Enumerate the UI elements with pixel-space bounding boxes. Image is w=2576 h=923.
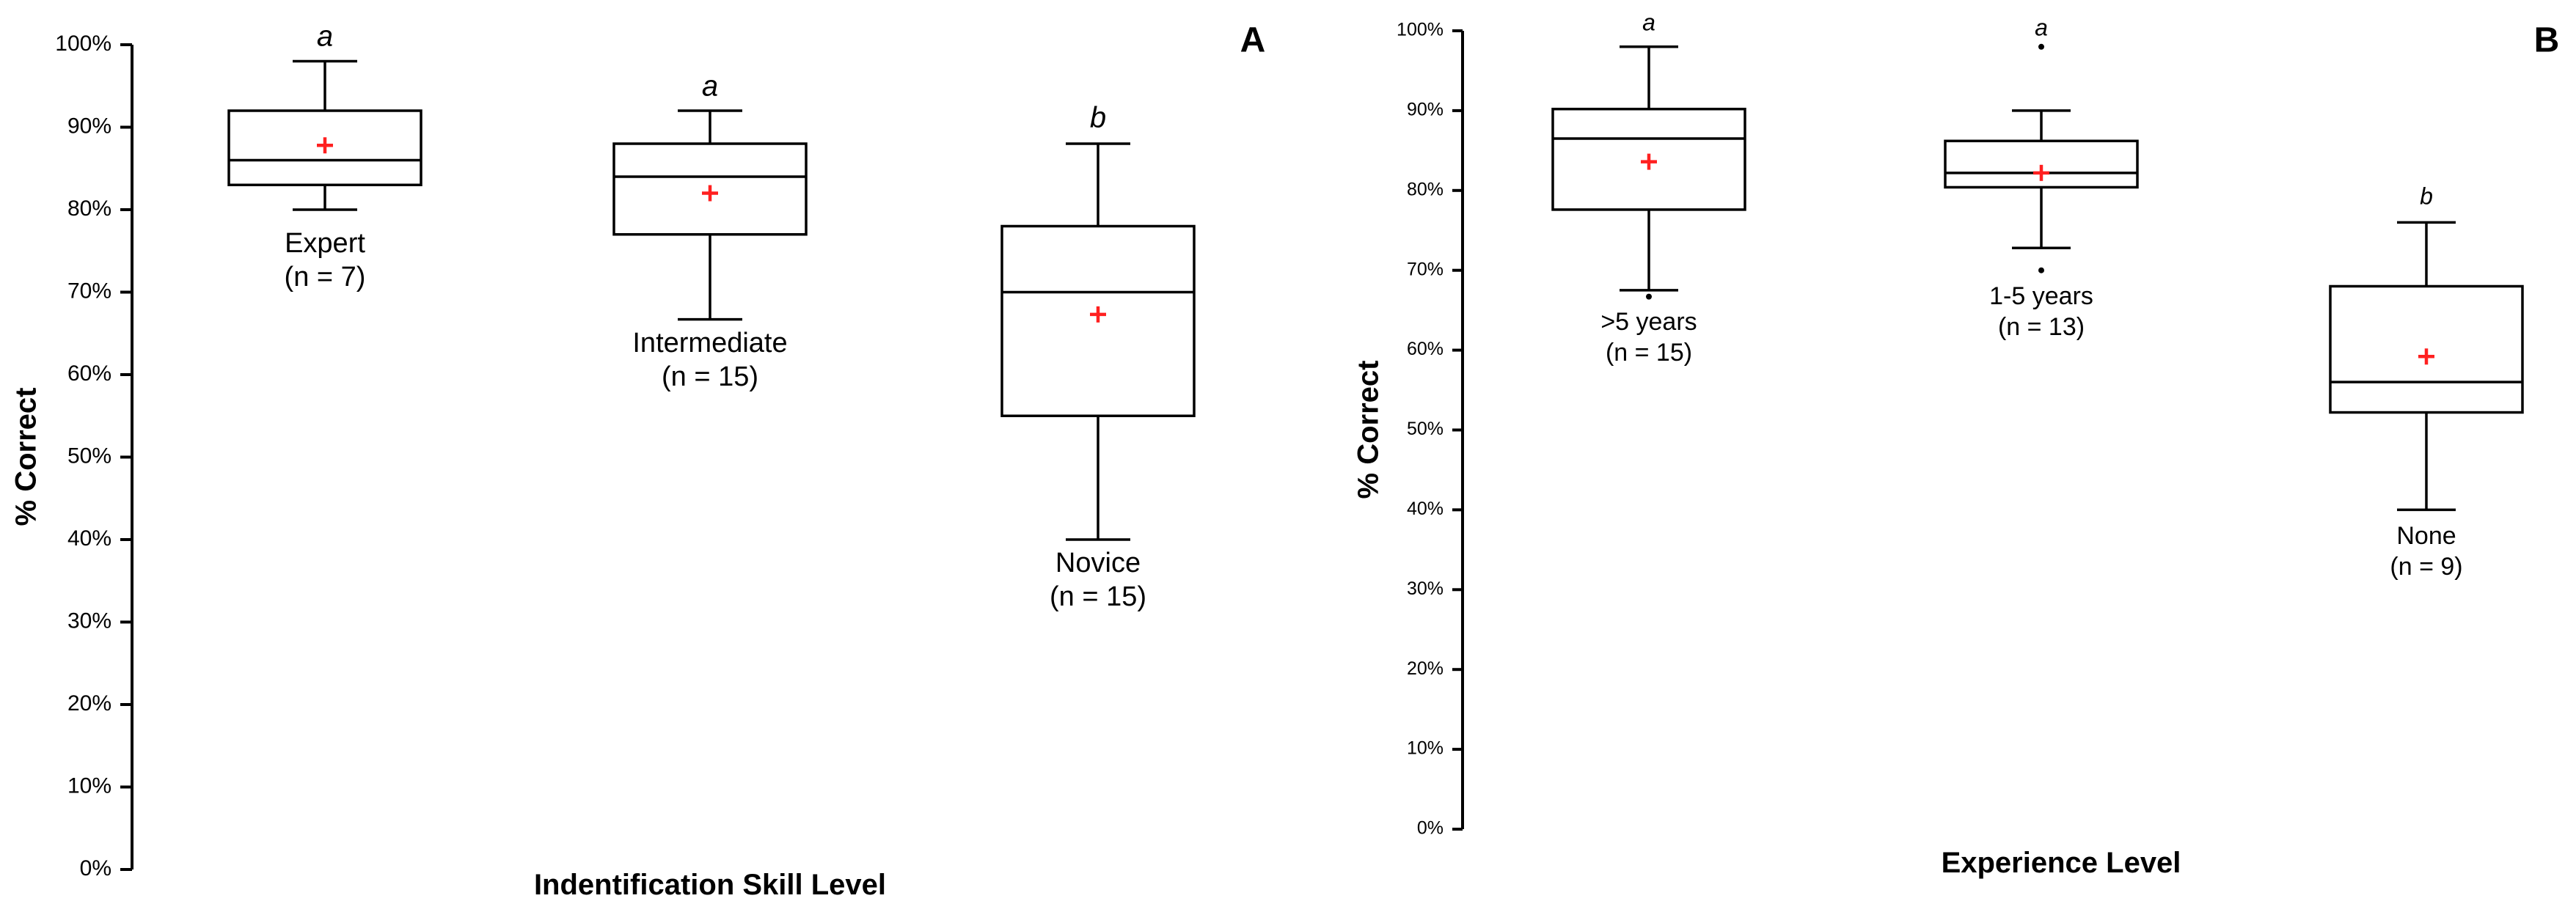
group-n: (n = 13) [1998,313,2085,341]
y-tick-label: 70% [1407,259,1443,279]
group-name: Intermediate [632,328,787,358]
group-n: (n = 15) [1050,581,1146,612]
x-axis-title: Indentification Skill Level [534,869,886,901]
significance-letter: b [1090,102,1106,134]
y-tick-label: 40% [1407,499,1443,519]
y-tick-label: 30% [67,608,111,633]
outlier-point [2038,267,2044,273]
panel-a: 0% 10% 20% 30% 40% 50% 60% 70% 80% 90% 100% a Expert… [10,21,1266,901]
significance-letter: a [2035,14,2048,40]
significance-letter: b [2420,183,2433,209]
y-tick-label: 30% [1407,578,1443,599]
group-name: 1-5 years [1989,282,2093,310]
group-n: (n = 15) [662,361,758,392]
y-tick-label: 70% [67,279,111,303]
group-name: >5 years [1600,308,1697,336]
significance-letter: a [1642,9,1655,35]
y-tick-label: 80% [1407,179,1443,199]
y-tick-label: 40% [67,526,111,551]
group-n: (n = 9) [2390,553,2462,581]
y-tick-label: 50% [67,444,111,468]
group-name: Novice [1055,548,1141,578]
group-name: None [2396,522,2456,550]
y-tick-label: 50% [1407,419,1443,439]
y-tick-label: 80% [67,196,111,221]
y-axis-title: % Correct [10,388,43,526]
y-tick-label: 90% [1407,100,1443,120]
y-tick-label: 60% [1407,339,1443,359]
y-tick-label: 0% [80,856,111,880]
panel-letter: A [1240,21,1266,60]
y-tick-label: 20% [1407,658,1443,679]
group-name: Expert [285,228,365,259]
significance-letter: a [317,21,333,53]
y-tick-label: 100% [1397,20,1443,40]
panel-b: 0% 10% 20% 30% 40% 50% 60% 70% 80% 90% 100% a >5 yea… [1353,9,2560,879]
significance-letter: a [702,70,718,103]
y-tick-label: 10% [67,773,111,798]
y-tick-label: 10% [1407,738,1443,759]
y-tick-label: 90% [67,114,111,138]
outlier-point [2038,43,2044,50]
y-tick-label: 60% [67,361,111,386]
group-n: (n = 15) [1606,339,1692,367]
group-n: (n = 7) [285,262,366,293]
y-tick-label: 100% [55,32,111,56]
y-axis-title: % Correct [1353,361,1385,499]
outlier-point [1646,293,1652,300]
panel-letter: B [2534,21,2560,60]
y-tick-label: 0% [1417,818,1443,839]
x-axis-title: Experience Level [1942,847,2181,879]
y-tick-label: 20% [67,691,111,716]
